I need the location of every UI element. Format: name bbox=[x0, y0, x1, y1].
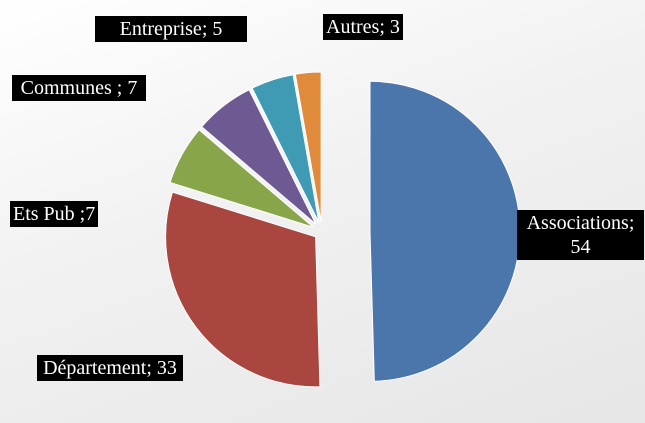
data-label: Entreprise; 5 bbox=[95, 16, 247, 42]
pie-slice bbox=[201, 89, 317, 225]
data-label: Autres; 3 bbox=[323, 14, 403, 40]
pie-slice bbox=[369, 80, 521, 382]
pie-slice bbox=[165, 191, 321, 388]
pie-slice bbox=[294, 71, 322, 223]
pie-slice bbox=[251, 74, 320, 223]
pie-slice bbox=[169, 129, 314, 228]
data-label: Associations; 54 bbox=[517, 210, 644, 260]
data-label: Communes ; 7 bbox=[12, 75, 146, 101]
data-label: Ets Pub ;7 bbox=[10, 201, 99, 227]
data-label: Département; 33 bbox=[37, 355, 183, 381]
